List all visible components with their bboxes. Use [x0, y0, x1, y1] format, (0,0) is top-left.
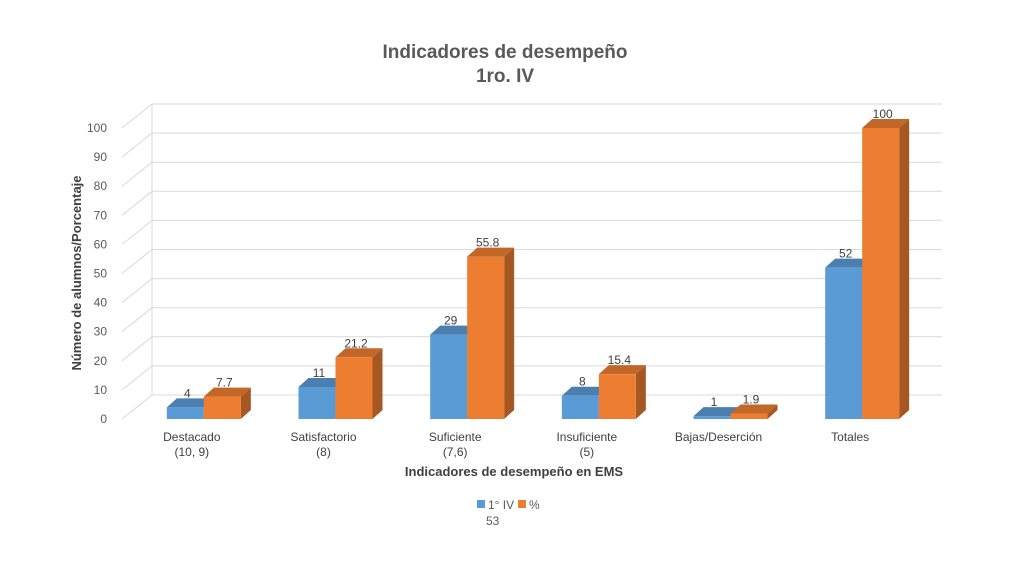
x-category-sublabel: (10, 9) — [174, 445, 209, 459]
bar-series2 — [467, 247, 515, 419]
gridline — [121, 336, 942, 362]
data-label: 21.2 — [344, 336, 368, 350]
legend-label-series2: % — [529, 498, 540, 512]
y-tick-label: 70 — [94, 208, 108, 222]
y-tick-label: 90 — [94, 150, 108, 164]
bar-series2 — [203, 387, 251, 419]
bars — [166, 119, 910, 419]
chart-title-line1: Indicadores de desempeño — [383, 42, 628, 63]
bar-series2 — [862, 119, 910, 419]
x-category-sublabel: (5) — [579, 445, 594, 459]
y-tick-label: 80 — [94, 179, 108, 193]
y-axis-title: Número de alumnos/Porcentaje — [69, 175, 84, 370]
x-category-label: Suficiente — [429, 430, 482, 444]
y-tick-label: 30 — [94, 325, 108, 339]
bar-series2 — [598, 365, 646, 419]
y-axis-ticks: 0 10 20 30 40 50 60 70 80 90 100 — [87, 121, 107, 426]
data-label: 8 — [579, 375, 586, 389]
gridline — [121, 103, 942, 129]
gridline — [121, 249, 942, 274]
y-tick-label: 0 — [100, 412, 107, 426]
gridline — [121, 161, 942, 187]
gridline — [121, 278, 942, 303]
y-tick-label: 100 — [87, 121, 107, 135]
data-label: 55.8 — [476, 236, 500, 250]
data-label: 7.7 — [216, 376, 233, 390]
data-label: 29 — [444, 314, 458, 328]
y-tick-label: 50 — [94, 267, 108, 281]
data-labels: 4 7.7 11 21.2 29 55.8 8 15.4 1 1.9 52 100 — [184, 107, 893, 409]
data-label: 15.4 — [608, 353, 632, 367]
x-category-label: Satisfactorio — [290, 430, 356, 444]
gridline — [121, 307, 942, 333]
y-tick-label: 20 — [94, 354, 108, 368]
data-label: 100 — [873, 107, 893, 121]
bar-series2 — [335, 348, 383, 419]
y-tick-label: 40 — [94, 296, 108, 310]
legend-label-series1: 1° IV — [488, 498, 514, 512]
gridline — [121, 190, 942, 216]
data-label: 52 — [839, 247, 853, 261]
x-category-sublabel: (8) — [316, 445, 331, 459]
data-label: 1 — [711, 395, 718, 409]
x-category-label: Destacado — [163, 430, 221, 444]
legend: 1° IV % 53 — [477, 498, 540, 528]
gridline — [121, 219, 942, 245]
data-label: 11 — [313, 366, 326, 380]
gridline — [121, 132, 942, 158]
gridline — [121, 365, 942, 391]
data-label: 4 — [184, 386, 191, 400]
grid-lines — [121, 103, 942, 420]
y-tick-label: 10 — [94, 383, 108, 397]
x-category-label: Insuficiente — [556, 430, 617, 444]
x-axis-categories: Destacado(10, 9) Satisfactorio(8) Suficien… — [163, 430, 869, 459]
legend-swatch-series1 — [477, 500, 485, 508]
x-category-sublabel: (7,6) — [443, 445, 468, 459]
legend-extra-label: 53 — [486, 514, 500, 528]
x-axis-title: Indicadores de desempeño en EMS — [405, 464, 623, 479]
legend-swatch-series2 — [518, 500, 526, 508]
data-label: 1.9 — [743, 392, 760, 406]
x-category-label: Bajas/Deserción — [675, 430, 762, 444]
y-tick-label: 60 — [94, 237, 108, 251]
x-category-label: Totales — [831, 430, 869, 444]
bar-series2 — [730, 404, 778, 419]
chart-title-line2: 1ro. IV — [476, 66, 534, 87]
